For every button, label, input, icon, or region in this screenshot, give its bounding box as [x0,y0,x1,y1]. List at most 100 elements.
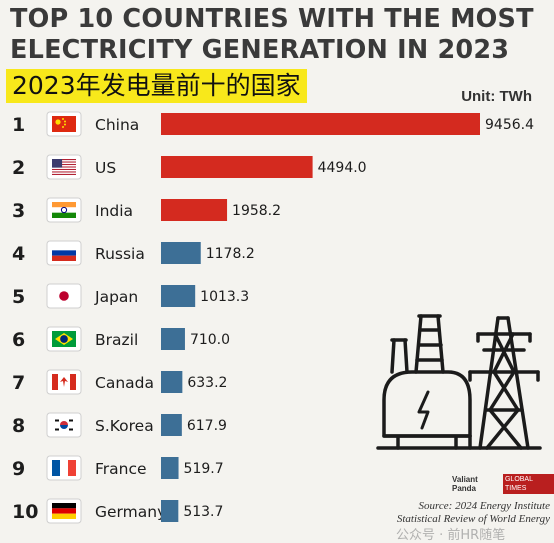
flag-stripe [52,172,76,174]
chart-title: TOP 10 COUNTRIES WITH THE MOST ELECTRICI… [10,4,534,66]
value-label: 4494.0 [318,160,367,176]
flag-us-icon [52,159,76,175]
flag-band [60,460,68,476]
flag-band [52,460,60,476]
flag-band [52,245,76,251]
flag-stripe [52,165,76,167]
bar-row: 6 Brazil 710.0 [12,326,230,352]
title-line-2: ELECTRICITY GENERATION IN 2023 [10,35,510,65]
flag-stripe [52,167,76,169]
value-label: 617.9 [187,418,227,434]
watermark: 公众号 · 前HR随笔 [396,528,506,543]
country-label: Germany [95,503,166,521]
bar [161,457,179,479]
flag-star [64,123,66,126]
country-label: Canada [95,374,154,392]
flag-band [52,503,76,509]
rank-label: 5 [12,286,25,308]
flag-stripe [52,162,76,164]
chart-subtitle-cn: 2023年发电量前十的国家 [6,69,307,103]
flag-stripe [52,161,76,163]
flag-chakra [60,206,68,214]
bar-row: 8 S.Korea 617.9 [12,412,227,438]
power-plant-and-pylon-icon [376,314,542,450]
value-label: 9456.4 [485,117,534,133]
flag-canton [52,159,63,168]
source-line-2: Statistical Review of World Energy [396,513,550,525]
bar [161,113,480,135]
flag-band [68,460,76,476]
bar-rows: 1 China 9456.4 2 US 4494.0 3 India 1958.2 4 Russia… [12,111,534,524]
bar-row: 3 India 1958.2 [12,197,281,223]
flag-side [52,374,58,390]
bar-row: 2 US 4494.0 [12,154,367,180]
flag-stripe [52,171,76,173]
flag-field [52,116,76,132]
flag-russia-icon [52,245,76,261]
unit-label: Unit: TWh [461,88,532,105]
flag-stripe [52,166,76,168]
bar [161,199,228,221]
bar [161,371,183,393]
rank-label: 4 [12,243,25,265]
rank-label: 6 [12,329,25,351]
bar-row: 9 France 519.7 [12,455,224,481]
flag-taegeuk [60,425,68,429]
rank-label: 2 [12,157,25,179]
flag-band [52,255,76,261]
country-label: US [95,159,116,177]
flag-south-korea-icon [52,417,76,433]
flag-trigram [69,419,73,422]
flag-disc [59,291,69,301]
bar [161,156,313,178]
value-label: 1958.2 [232,203,281,219]
rank-label: 10 [12,501,38,523]
flag-taegeuk [60,421,68,425]
bar-row: 5 Japan 1013.3 [12,283,249,309]
flag-brazil-icon [52,331,76,347]
country-label: India [95,202,133,220]
flag-trigram [55,428,59,431]
bar [161,500,179,522]
flag-canada-icon [52,374,76,390]
bar [161,242,201,264]
flag-star [62,126,64,128]
country-label: S.Korea [95,417,154,435]
flag-band [52,513,76,519]
flag-band [52,212,76,218]
flag-trigram [55,419,59,422]
country-label: China [95,116,139,134]
flag-stripe [52,170,76,172]
flag-india-icon [52,202,76,218]
flag-china-icon [52,116,76,132]
value-label: 633.2 [187,375,227,391]
flag-stripe [52,163,76,166]
country-label: France [95,460,147,478]
flag-star [62,118,64,120]
flag-stripe [52,159,76,161]
flag-france-icon [52,460,76,476]
bar-row: 10 Germany 513.7 [12,498,223,524]
flag-stripe [52,160,76,162]
flag-band [52,202,76,208]
value-label: 1013.3 [200,289,249,305]
value-label: 519.7 [184,461,224,477]
flag-stripe [52,168,76,171]
country-label: Brazil [95,331,138,349]
rank-label: 1 [12,114,25,136]
badge-valiant-panda: Valiant Panda [452,475,478,493]
badge-global-times: GLOBAL TIMES [502,474,554,494]
flag-band [52,207,76,213]
source-line-1: Source: 2024 Energy Institute [418,500,550,512]
flag-japan-icon [52,288,76,304]
title-line-1: TOP 10 COUNTRIES WITH THE MOST [10,4,534,34]
flag-band [52,508,76,514]
bar [161,328,185,350]
flag-maple-leaf [60,377,68,387]
rank-label: 3 [12,200,25,222]
bar-row: 4 Russia 1178.2 [12,240,255,266]
rank-label: 7 [12,372,25,394]
flag-globe [60,335,68,343]
country-label: Japan [94,288,138,306]
